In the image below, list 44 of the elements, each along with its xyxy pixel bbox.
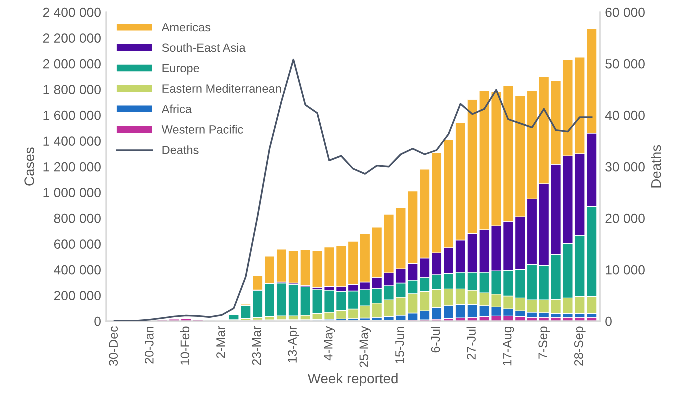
x-tick-label: 7-Sep [538, 326, 550, 359]
x-tick-label: 25-May [360, 326, 372, 368]
y2-tick-label: 50 000 [606, 59, 645, 69]
y-tick-label: 1 000 000 [44, 188, 101, 198]
y-tick-label: 600 000 [54, 240, 101, 250]
y-tick-label: 800 000 [54, 214, 101, 224]
y-tick-label: 400 000 [54, 265, 101, 275]
legend-label: Europe [162, 64, 200, 75]
legend-label: Africa [162, 104, 192, 114]
x-tick-label: 28-Sep [574, 326, 586, 366]
y2-tick-label: 40 000 [605, 110, 645, 120]
legend-label: Western Pacific [162, 125, 244, 134]
y-tick-label: 0 [94, 316, 101, 326]
y-tick-label: 1 200 000 [44, 162, 101, 172]
legend-label: South-East Asia [162, 43, 246, 52]
y2-tick-label: 10 000 [606, 265, 645, 275]
x-tick-label: 30-Dec [109, 326, 118, 366]
x-tick-label: 20-Jan [144, 327, 154, 364]
legend-label: Americas [162, 22, 211, 32]
y-tick-label: 1 400 000 [44, 136, 101, 146]
y-axis-title: Cases [24, 148, 34, 186]
y-tick-label: 2 400 000 [43, 8, 101, 18]
y2-tick-label: 0 [606, 316, 612, 326]
legend-label: Deaths [162, 146, 199, 154]
y-tick-label: 2 200 000 [43, 34, 101, 44]
y-tick-label: 1 800 000 [44, 85, 101, 95]
legend-label: Eastern Mediterranean [162, 84, 282, 94]
x-tick-label: 17-Aug [503, 327, 514, 366]
x-tick-label: 6-Jul [430, 327, 440, 353]
x-tick-label: 27-Jul [466, 327, 476, 360]
y2-axis-title: Deaths [651, 145, 662, 188]
x-axis-title: Week reported [308, 373, 398, 386]
x-tick-label: 4-May [324, 326, 336, 361]
y2-tick-label: 60 000 [606, 8, 645, 18]
y-tick-label: 2 000 000 [43, 59, 101, 69]
x-tick-label: 15-Jun [396, 327, 404, 364]
x-tick-label: 23-Mar [252, 326, 262, 366]
y-tick-label: 200 000 [54, 291, 101, 301]
y2-tick-label: 30 000 [606, 162, 645, 172]
y2-tick-label: 20 000 [606, 214, 645, 224]
x-tick-label: 13-Apr [288, 326, 300, 363]
x-tick-label: 10-Feb [180, 326, 190, 365]
y-tick-label: 1 600 000 [44, 110, 101, 120]
x-tick-label: 2-Mar [216, 326, 226, 358]
